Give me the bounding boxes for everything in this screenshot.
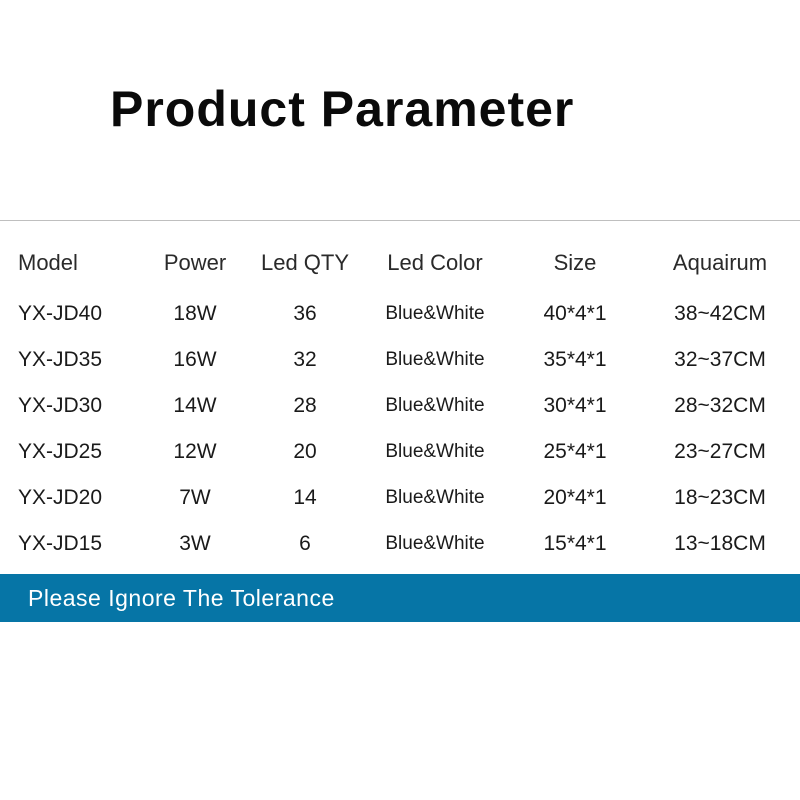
cell-aquarium: 28~32CM [640,394,800,418]
cell-model: YX-JD20 [0,486,140,510]
cell-aquarium: 23~27CM [640,440,800,464]
cell-led-qty: 32 [250,348,360,372]
cell-power: 7W [140,486,250,510]
cell-led-qty: 14 [250,486,360,510]
col-header-aquarium: Aquairum [640,250,800,276]
table-row: YX-JD25 12W 20 Blue&White 25*4*1 23~27CM [0,429,800,475]
cell-power: 12W [140,440,250,464]
cell-model: YX-JD40 [0,302,140,326]
cell-aquarium: 38~42CM [640,302,800,326]
divider [0,220,800,221]
col-header-model: Model [0,250,140,276]
cell-power: 14W [140,394,250,418]
cell-led-qty: 28 [250,394,360,418]
table-row: YX-JD30 14W 28 Blue&White 30*4*1 28~32CM [0,383,800,429]
page-title: Product Parameter [110,80,574,138]
cell-power: 16W [140,348,250,372]
cell-size: 15*4*1 [510,532,640,556]
cell-size: 20*4*1 [510,486,640,510]
col-header-led-qty: Led QTY [250,250,360,276]
cell-size: 30*4*1 [510,394,640,418]
cell-led-qty: 6 [250,532,360,556]
cell-led-color: Blue&White [360,395,510,417]
cell-led-color: Blue&White [360,487,510,509]
cell-led-color: Blue&White [360,303,510,325]
spec-table: Model Power Led QTY Led Color Size Aquai… [0,235,800,567]
cell-size: 40*4*1 [510,302,640,326]
tolerance-note-text: Please Ignore The Tolerance [28,585,335,612]
col-header-power: Power [140,250,250,276]
cell-led-qty: 20 [250,440,360,464]
cell-aquarium: 13~18CM [640,532,800,556]
table-row: YX-JD40 18W 36 Blue&White 40*4*1 38~42CM [0,291,800,337]
cell-led-color: Blue&White [360,441,510,463]
col-header-size: Size [510,250,640,276]
table-row: YX-JD15 3W 6 Blue&White 15*4*1 13~18CM [0,521,800,567]
cell-aquarium: 18~23CM [640,486,800,510]
cell-model: YX-JD25 [0,440,140,464]
cell-size: 25*4*1 [510,440,640,464]
table-row: YX-JD20 7W 14 Blue&White 20*4*1 18~23CM [0,475,800,521]
cell-led-color: Blue&White [360,533,510,555]
table-row: YX-JD35 16W 32 Blue&White 35*4*1 32~37CM [0,337,800,383]
cell-aquarium: 32~37CM [640,348,800,372]
cell-model: YX-JD30 [0,394,140,418]
cell-power: 18W [140,302,250,326]
col-header-led-color: Led Color [360,250,510,276]
table-header-row: Model Power Led QTY Led Color Size Aquai… [0,235,800,291]
tolerance-note-bar: Please Ignore The Tolerance [0,574,800,622]
cell-led-color: Blue&White [360,349,510,371]
cell-model: YX-JD15 [0,532,140,556]
cell-led-qty: 36 [250,302,360,326]
cell-size: 35*4*1 [510,348,640,372]
cell-model: YX-JD35 [0,348,140,372]
cell-power: 3W [140,532,250,556]
